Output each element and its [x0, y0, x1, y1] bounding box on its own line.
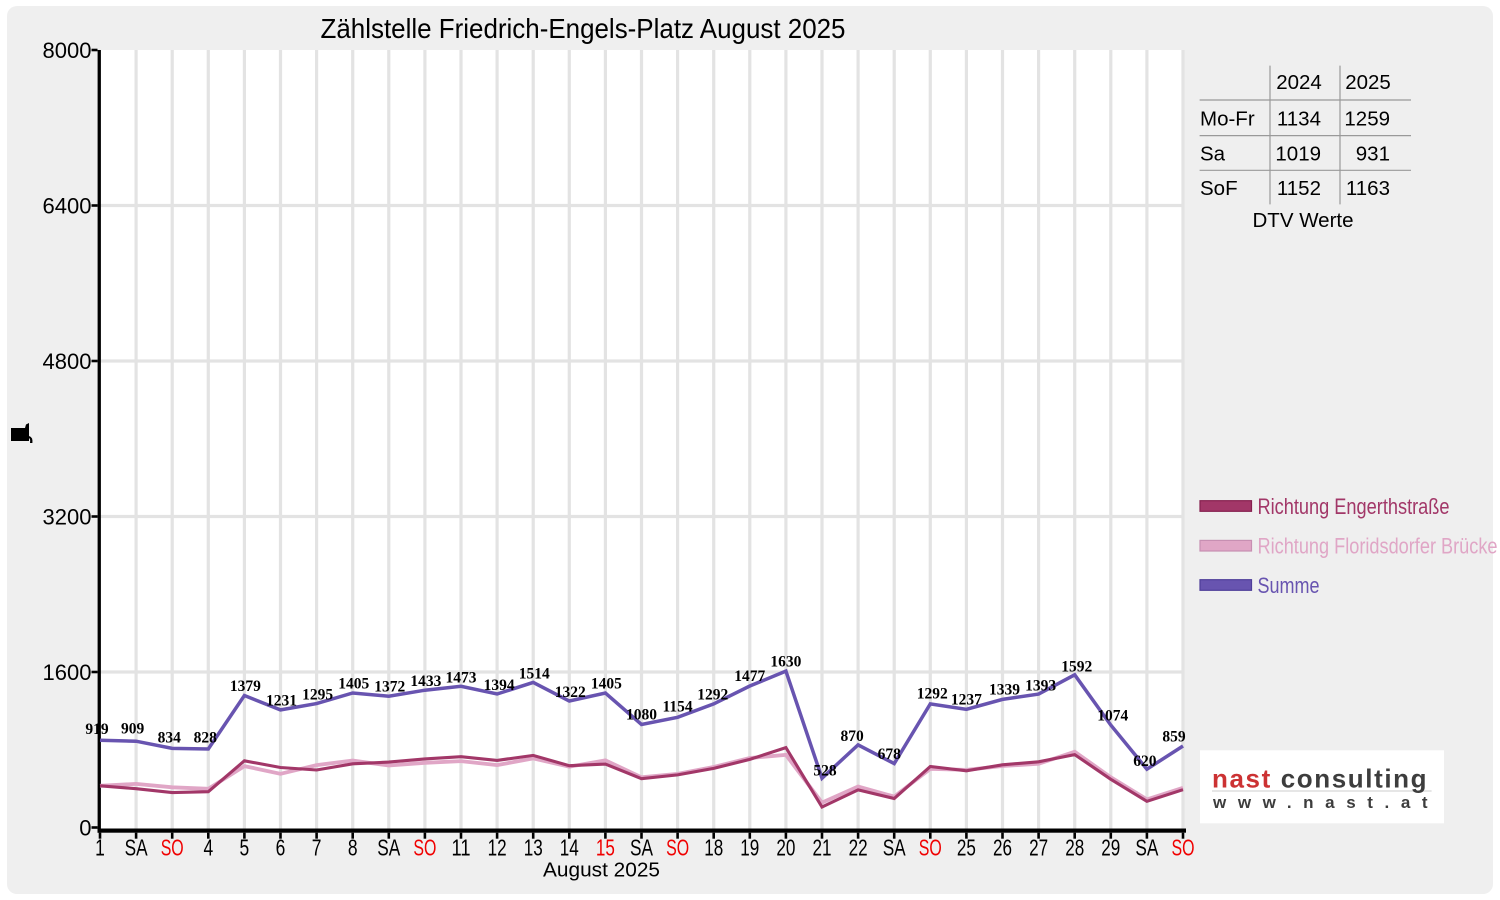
svg-text:28: 28 — [1065, 835, 1084, 861]
svg-text:931: 931 — [1356, 142, 1390, 165]
svg-text:1600: 1600 — [43, 660, 92, 685]
svg-text:1074: 1074 — [1097, 708, 1128, 725]
svg-text:DTV Werte: DTV Werte — [1253, 209, 1354, 232]
svg-text:1477: 1477 — [734, 668, 765, 685]
svg-text:0: 0 — [79, 815, 91, 840]
svg-text:1592: 1592 — [1061, 659, 1092, 676]
svg-text:26: 26 — [993, 835, 1012, 861]
svg-text:1154: 1154 — [663, 699, 693, 716]
svg-text:SO: SO — [161, 835, 184, 861]
svg-text:870: 870 — [840, 728, 864, 745]
svg-text:Summe: Summe — [1258, 573, 1320, 598]
svg-text:SA: SA — [630, 835, 653, 861]
svg-text:919: 919 — [85, 721, 109, 738]
svg-text:1372: 1372 — [374, 679, 405, 696]
svg-text:6: 6 — [276, 835, 286, 861]
svg-text:SO: SO — [666, 835, 689, 861]
svg-text:1292: 1292 — [697, 686, 728, 703]
svg-text:1433: 1433 — [410, 673, 441, 690]
svg-text:1295: 1295 — [302, 687, 333, 704]
svg-text:1339: 1339 — [989, 682, 1020, 699]
svg-text:1080: 1080 — [626, 707, 657, 724]
svg-text:1394: 1394 — [484, 677, 515, 694]
svg-text:25: 25 — [957, 835, 976, 861]
svg-text:SA: SA — [883, 835, 906, 861]
svg-text:20: 20 — [776, 835, 795, 861]
svg-text:5: 5 — [240, 835, 250, 861]
svg-text:14: 14 — [560, 835, 579, 861]
svg-text:29: 29 — [1101, 835, 1120, 861]
svg-text:22: 22 — [849, 835, 868, 861]
svg-text:1152: 1152 — [1277, 177, 1321, 200]
svg-text:1237: 1237 — [951, 691, 982, 708]
svg-text:1: 1 — [95, 835, 105, 861]
svg-text:13: 13 — [524, 835, 543, 861]
svg-text:12: 12 — [488, 835, 507, 861]
svg-text:828: 828 — [194, 730, 218, 747]
svg-text:18: 18 — [704, 835, 723, 861]
svg-text:859: 859 — [1162, 729, 1186, 746]
svg-text:www.nast.at: www.nast.at — [1212, 793, 1439, 812]
svg-text:4: 4 — [203, 835, 213, 861]
svg-text:1134: 1134 — [1277, 108, 1321, 131]
svg-text:834: 834 — [158, 730, 182, 747]
svg-text:1405: 1405 — [591, 675, 622, 692]
svg-text:August 2025: August 2025 — [543, 860, 660, 882]
svg-text:1405: 1405 — [338, 676, 369, 693]
svg-text:8: 8 — [348, 835, 358, 861]
svg-text:1514: 1514 — [519, 665, 550, 682]
svg-text:1473: 1473 — [446, 669, 477, 686]
svg-text:Sa: Sa — [1200, 142, 1226, 165]
svg-text:1322: 1322 — [555, 684, 586, 701]
svg-text:528: 528 — [813, 762, 837, 779]
svg-text:11: 11 — [452, 835, 471, 861]
svg-text:Zählstelle Friedrich-Engels-Pl: Zählstelle Friedrich-Engels-Platz August… — [321, 13, 846, 44]
svg-text:Mo-Fr: Mo-Fr — [1200, 108, 1255, 131]
svg-text:SO: SO — [413, 835, 436, 861]
svg-text:SoF: SoF — [1200, 177, 1238, 200]
svg-text:3200: 3200 — [43, 504, 92, 529]
svg-text:nast consulting: nast consulting — [1212, 764, 1428, 794]
svg-text:678: 678 — [878, 746, 902, 763]
svg-text:27: 27 — [1029, 835, 1048, 861]
svg-text:SO: SO — [1172, 835, 1195, 861]
svg-text:1259: 1259 — [1344, 108, 1390, 131]
svg-text:1163: 1163 — [1346, 177, 1390, 200]
svg-text:SA: SA — [1135, 835, 1158, 861]
svg-text:6400: 6400 — [43, 193, 92, 218]
svg-text:Richtung Floridsdorfer Brücke: Richtung Floridsdorfer Brücke — [1258, 534, 1498, 559]
svg-text:1630: 1630 — [770, 654, 801, 671]
svg-text:15: 15 — [596, 835, 615, 861]
svg-text:Richtung Engerthstraße: Richtung Engerthstraße — [1258, 494, 1450, 519]
svg-text:1393: 1393 — [1025, 678, 1056, 695]
svg-text:SA: SA — [377, 835, 400, 861]
svg-text:909: 909 — [121, 721, 145, 738]
svg-text:4800: 4800 — [43, 349, 92, 374]
svg-text:SA: SA — [125, 835, 148, 861]
svg-text:19: 19 — [740, 835, 759, 861]
svg-text:1292: 1292 — [917, 686, 948, 703]
svg-text:1231: 1231 — [266, 692, 297, 709]
svg-text:620: 620 — [1133, 753, 1157, 770]
svg-text:SO: SO — [919, 835, 942, 861]
svg-text:1379: 1379 — [230, 678, 261, 695]
svg-text:1019: 1019 — [1275, 142, 1321, 165]
svg-text:21: 21 — [813, 835, 832, 861]
svg-text:8000: 8000 — [43, 38, 92, 63]
svg-text:2025: 2025 — [1345, 71, 1391, 94]
svg-text:2024: 2024 — [1276, 71, 1322, 94]
svg-text:7: 7 — [312, 835, 322, 861]
